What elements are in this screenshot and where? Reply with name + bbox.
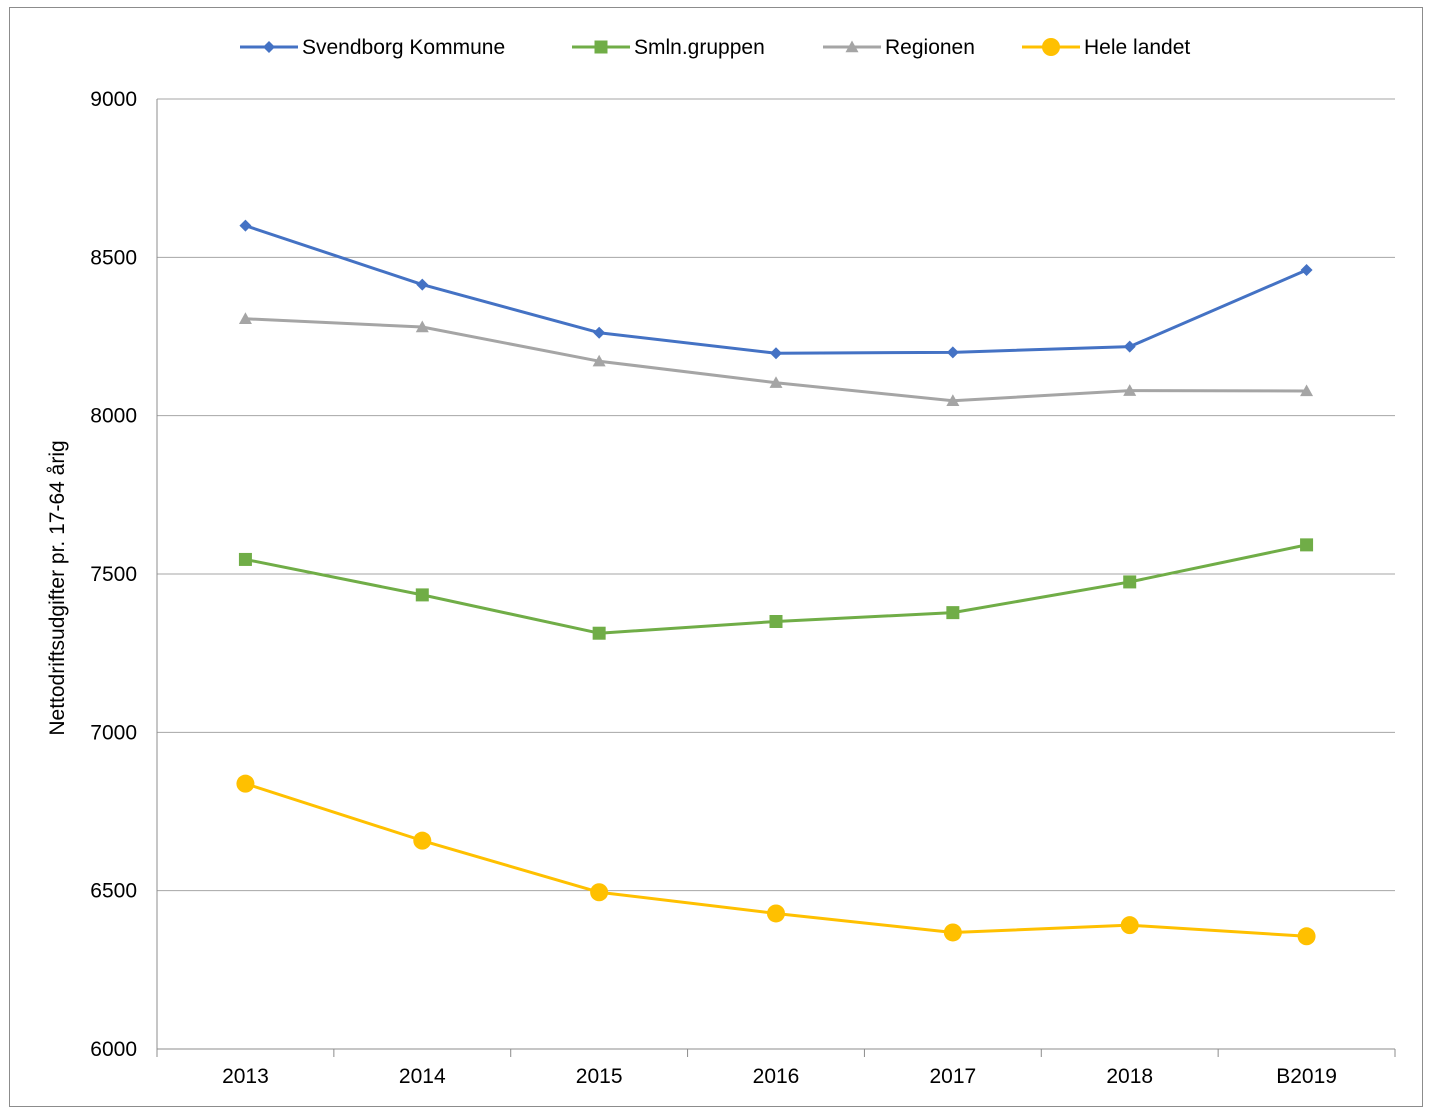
data-point xyxy=(769,376,783,388)
x-tick-label: 2014 xyxy=(399,1065,446,1088)
axes: 6000 6500 7000 7500 8000 8500 9000 2013 2014 2015… xyxy=(90,88,1396,1088)
data-point xyxy=(1120,916,1139,935)
x-tick-label: B2019 xyxy=(1276,1065,1337,1088)
y-tick-label: 6500 xyxy=(90,880,137,903)
data-point xyxy=(592,354,606,367)
y-tick-label: 7500 xyxy=(90,563,137,586)
data-point xyxy=(416,278,429,291)
data-point xyxy=(1300,264,1313,276)
legend-label: Regionen xyxy=(885,36,975,59)
series-regionen xyxy=(238,312,1314,406)
series-group xyxy=(236,219,1316,946)
legend-item: Svendborg Kommune xyxy=(240,36,505,59)
data-point xyxy=(946,606,960,620)
data-point xyxy=(592,626,606,640)
data-point xyxy=(943,923,962,942)
y-axis-title: Nettodriftsudgifter pr. 17-64 årig xyxy=(46,440,69,735)
data-point xyxy=(590,883,609,902)
series-hele-landet xyxy=(236,774,1316,946)
data-point xyxy=(1123,575,1137,589)
y-tick-label: 8000 xyxy=(90,405,137,428)
data-point xyxy=(593,326,606,339)
legend-swatch-marker xyxy=(594,40,608,54)
legend-swatch-marker xyxy=(263,41,275,53)
data-point xyxy=(415,320,429,333)
x-tick-label: 2015 xyxy=(576,1065,623,1088)
data-point xyxy=(236,774,255,793)
legend-item: Regionen xyxy=(823,36,975,59)
data-point xyxy=(1123,340,1136,353)
data-point xyxy=(946,394,960,406)
y-tick-label: 9000 xyxy=(90,88,137,111)
y-tick-label: 8500 xyxy=(90,246,137,269)
legend-swatch-marker xyxy=(1042,38,1060,56)
legend-item: Hele landet xyxy=(1022,36,1190,59)
data-point xyxy=(770,347,782,360)
legend-label: Svendborg Kommune xyxy=(302,36,505,59)
data-point xyxy=(1300,384,1314,397)
x-tick-label: 2017 xyxy=(929,1065,976,1088)
y-tick-label: 6000 xyxy=(90,1038,137,1061)
data-point xyxy=(413,831,432,850)
series-smln-gruppen xyxy=(238,538,1314,640)
chart-frame: 6000 6500 7000 7500 8000 8500 9000 2013 2014 2015… xyxy=(9,7,1423,1107)
legend-label: Smln.gruppen xyxy=(634,36,765,59)
data-point xyxy=(238,552,252,566)
data-point xyxy=(946,346,959,359)
y-tick-label: 7000 xyxy=(90,721,137,744)
gridlines xyxy=(157,98,1395,1050)
legend: Svendborg Kommune Smln.gruppen Regionen Hel… xyxy=(240,36,1190,59)
legend-item: Smln.gruppen xyxy=(572,36,765,59)
series-line xyxy=(245,317,1307,403)
x-tick-label: 2016 xyxy=(753,1065,800,1088)
data-point xyxy=(238,312,252,324)
series-svendborg-kommune xyxy=(239,219,1313,360)
series-line xyxy=(244,224,1308,355)
data-point xyxy=(769,615,783,628)
data-point xyxy=(1297,927,1316,946)
legend-label: Hele landet xyxy=(1084,36,1190,59)
data-point xyxy=(239,219,252,232)
data-point xyxy=(415,588,429,602)
x-tick-label: 2013 xyxy=(222,1065,269,1088)
data-point xyxy=(767,904,785,923)
data-point xyxy=(1300,538,1314,552)
legend-swatch-marker xyxy=(845,40,859,53)
line-chart: 6000 6500 7000 7500 8000 8500 9000 2013 2014 2015… xyxy=(46,36,1396,1088)
x-tick-label: 2018 xyxy=(1106,1065,1153,1088)
data-point xyxy=(1123,384,1137,396)
